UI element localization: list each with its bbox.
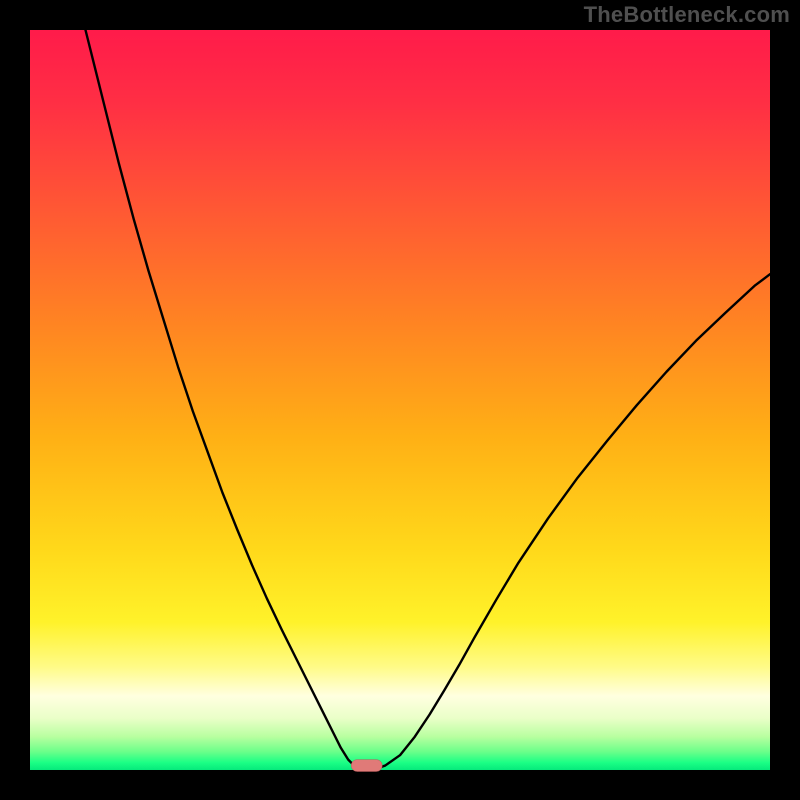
watermark-text: TheBottleneck.com xyxy=(584,2,790,28)
gradient-background xyxy=(30,30,770,770)
optimal-marker xyxy=(351,760,382,772)
chart-container: TheBottleneck.com xyxy=(0,0,800,800)
bottleneck-chart xyxy=(0,0,800,800)
